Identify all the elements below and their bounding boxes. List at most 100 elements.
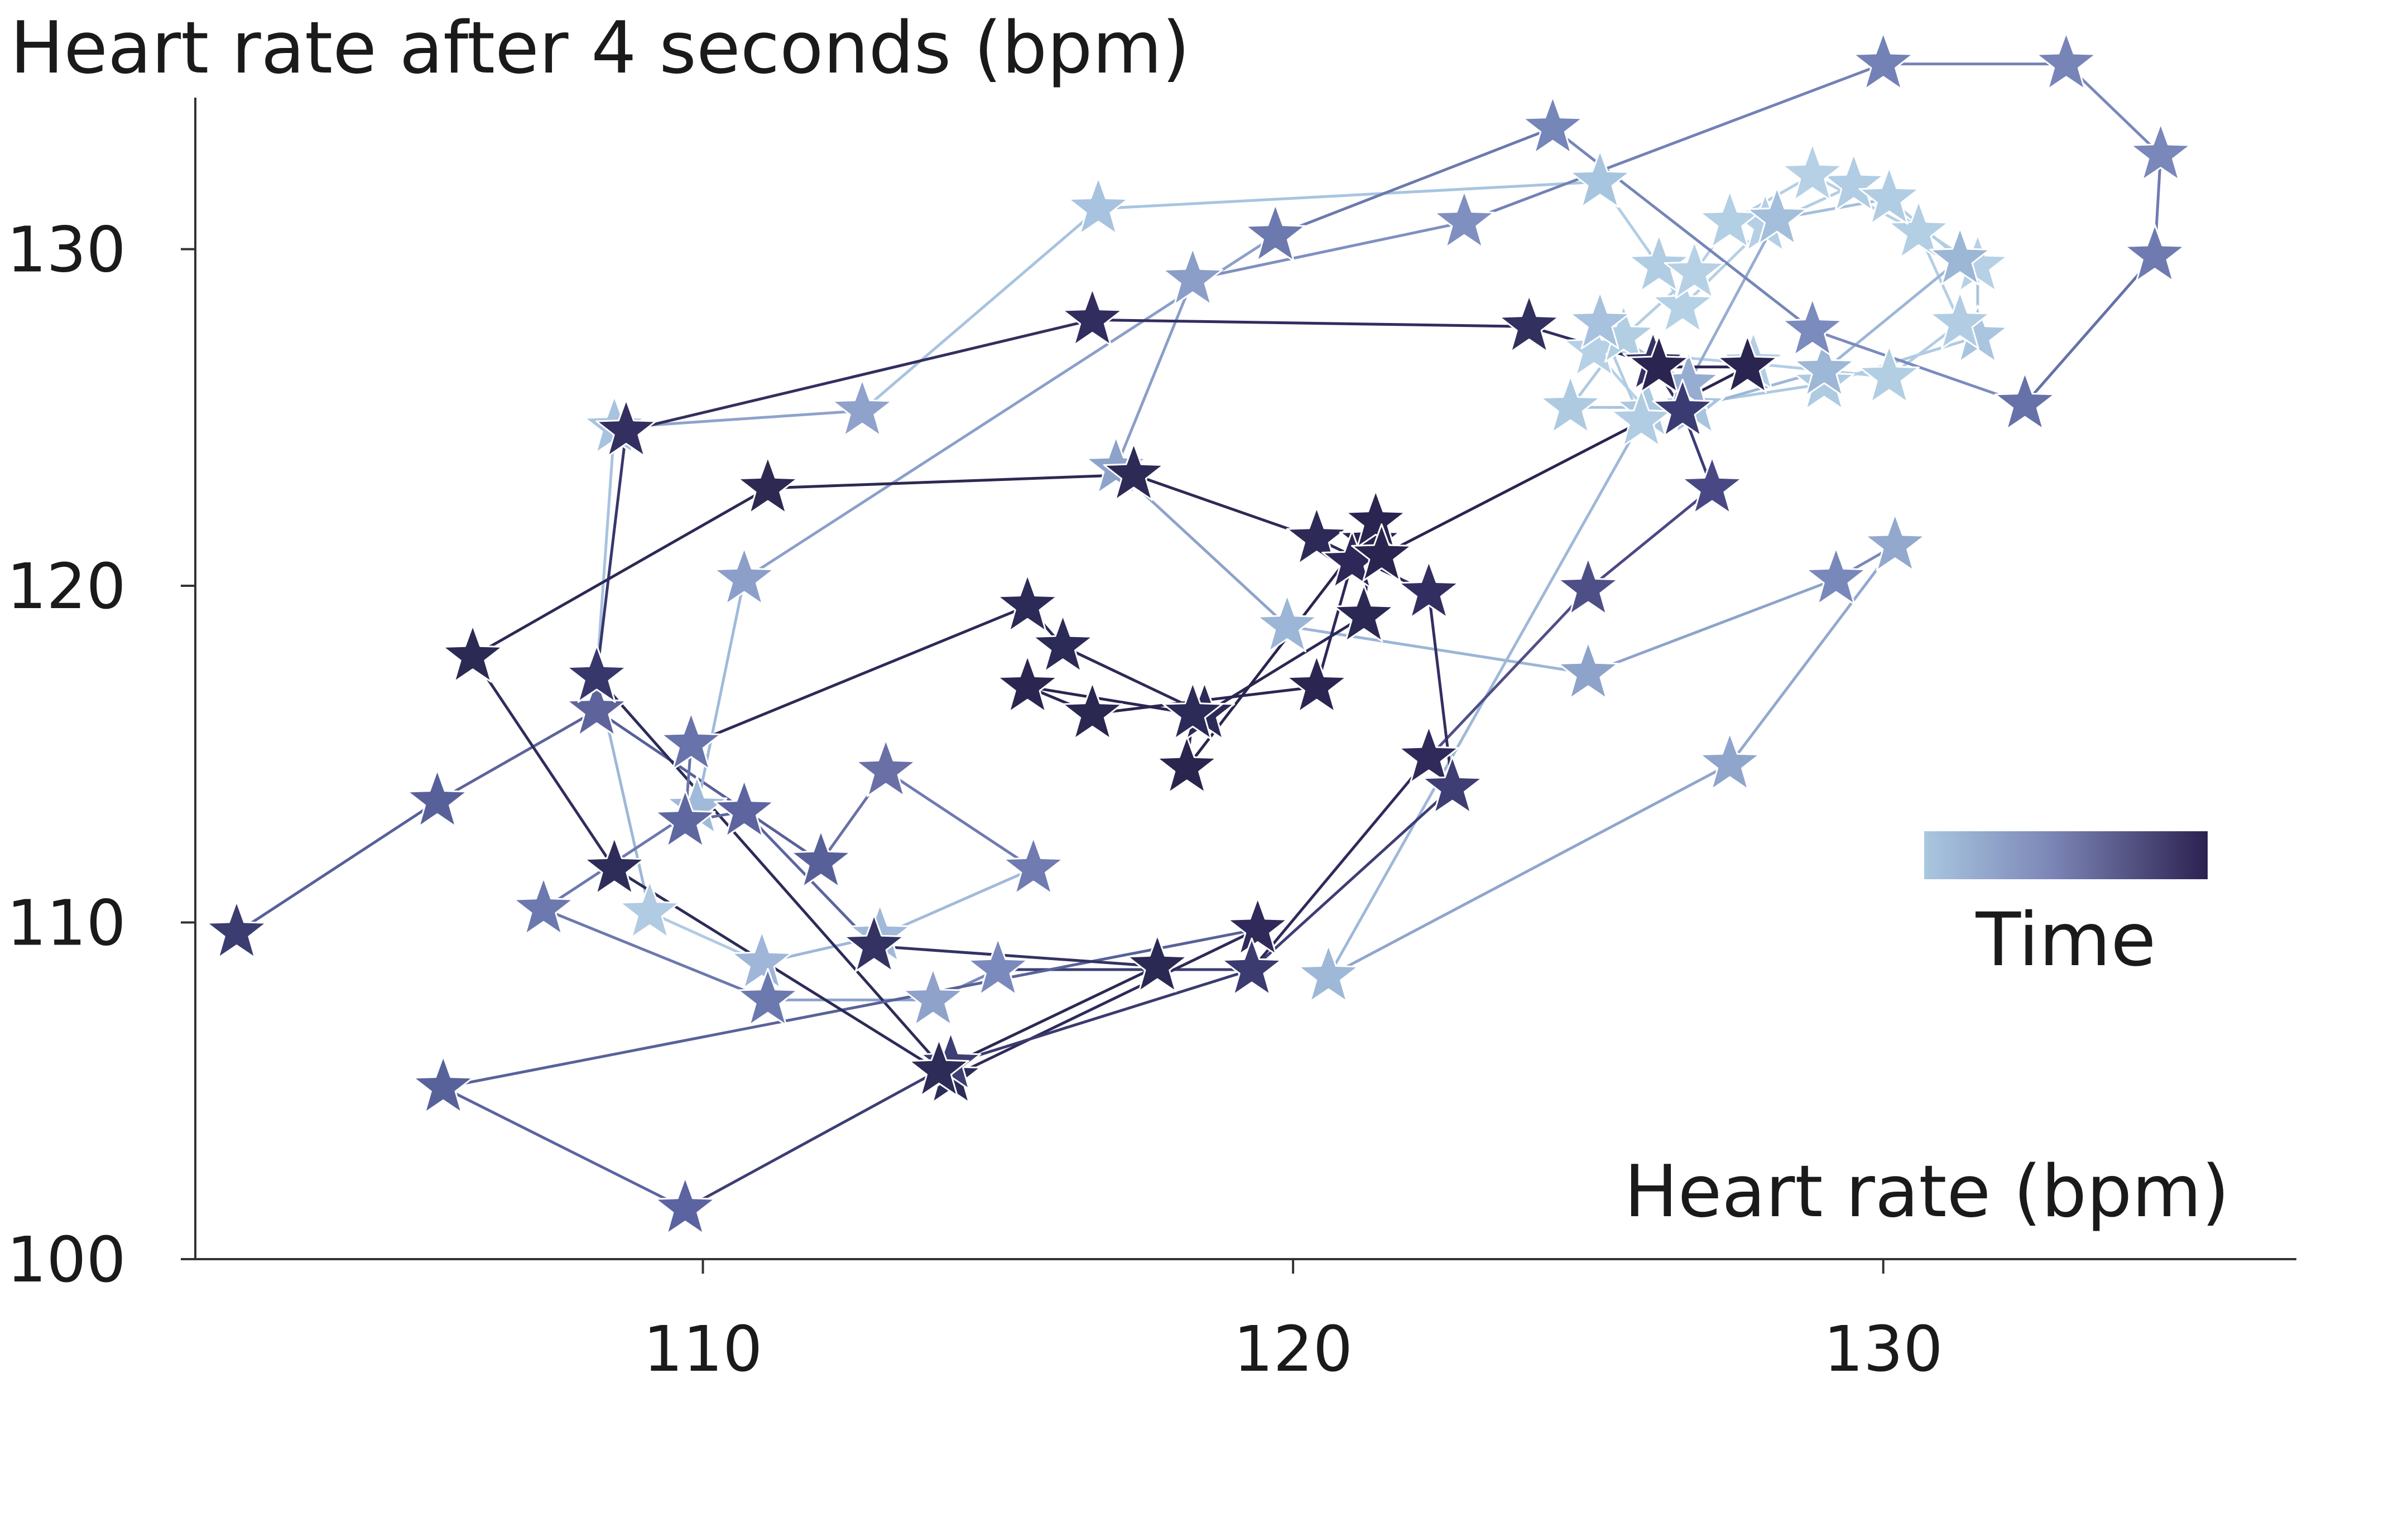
x-axis-label: Heart rate (bpm) <box>1624 1150 2229 1233</box>
data-point-star <box>1522 95 1584 155</box>
data-point-star <box>566 644 627 703</box>
y-tick-label: 100 <box>7 1224 126 1297</box>
legend-colorbar <box>1924 831 2208 879</box>
data-point-star <box>1628 234 1690 292</box>
trajectory-segment <box>695 579 746 808</box>
data-point-star <box>1286 654 1348 713</box>
data-point-star <box>1858 166 1920 225</box>
data-point-star <box>1888 200 1949 259</box>
data-point-star <box>1717 335 1779 393</box>
trajectory-segment <box>1133 473 1318 540</box>
data-point-star <box>1569 150 1631 208</box>
trajectory-segment <box>690 604 1028 745</box>
data-point-star <box>1333 584 1395 643</box>
data-point-star <box>737 967 799 1027</box>
data-point-star <box>737 456 799 514</box>
trajectory-segment <box>885 769 1035 870</box>
chart-title: Heart rate after 4 seconds (bpm) <box>10 7 1190 90</box>
trajectory-segment <box>595 676 952 1078</box>
data-point-star <box>843 914 905 972</box>
trajectory-segment <box>1315 562 1354 687</box>
data-point-star <box>1398 725 1460 784</box>
trajectory-segment <box>879 867 1034 937</box>
y-tick-label: 110 <box>7 888 126 960</box>
trajectory-segment <box>1114 278 1194 469</box>
data-point-star <box>1127 934 1188 992</box>
data-point-star <box>1227 897 1289 956</box>
data-point-star <box>1068 176 1129 235</box>
data-point-star <box>1611 388 1672 447</box>
data-point-star <box>1244 203 1306 262</box>
data-points <box>206 32 2191 1235</box>
trajectory-segment <box>767 473 1134 490</box>
data-point-star <box>2035 32 2097 90</box>
data-point-star <box>660 712 722 770</box>
data-point-star <box>1286 507 1348 565</box>
trajectory-segment <box>1328 763 1731 978</box>
trajectory-segment <box>595 427 616 677</box>
data-point-star <box>595 398 657 457</box>
data-point-star <box>1746 186 1808 245</box>
data-point-star <box>1628 335 1690 393</box>
data-point-star <box>513 876 574 936</box>
data-point-star <box>731 931 792 989</box>
data-point-star <box>1569 291 1631 350</box>
data-point-star <box>1782 297 1843 356</box>
data-point-star <box>713 779 775 838</box>
data-point-star <box>713 547 775 605</box>
trajectory-segment <box>472 486 769 658</box>
data-point-star <box>1823 153 1885 211</box>
data-point-star <box>1162 681 1224 740</box>
legend: Time <box>1924 831 2208 983</box>
data-point-star <box>1103 442 1165 501</box>
data-point-star <box>1003 836 1064 895</box>
trajectory-segment <box>1428 588 1589 759</box>
trajectory-segment <box>1027 685 1193 715</box>
data-point-star <box>855 739 917 797</box>
data-point-star <box>206 900 267 959</box>
y-tick-label: 130 <box>7 214 126 287</box>
trajectory-segment <box>1098 180 1600 210</box>
trajectory-segment <box>543 908 768 1001</box>
data-point-star <box>619 880 681 939</box>
trajectory-segment <box>436 709 598 803</box>
trajectory-segment <box>626 318 1093 432</box>
data-point-star <box>1221 937 1282 996</box>
data-point-star <box>2130 123 2191 181</box>
data-point-star <box>967 937 1029 996</box>
trajectory-lines <box>235 62 2162 1210</box>
data-point-star <box>1061 681 1123 740</box>
legend-label: Time <box>1975 897 2156 983</box>
data-point-star <box>1256 594 1318 653</box>
trajectory-segment <box>874 944 1158 968</box>
data-point-star <box>1929 291 1991 350</box>
data-point-star <box>584 836 645 895</box>
data-point-star <box>1805 547 1867 605</box>
trajectory-segment <box>1251 787 1454 971</box>
axis-ticks: 110 120 130 100 110 120 130 <box>7 214 1943 1386</box>
data-point-star <box>1558 641 1619 700</box>
data-point-star <box>566 678 627 737</box>
data-point-star <box>831 378 893 437</box>
data-point-star <box>1162 247 1224 306</box>
data-point-star <box>902 967 964 1027</box>
trajectory-segment <box>1463 62 1884 224</box>
data-point-star <box>1681 456 1743 514</box>
trajectory-segment <box>1275 126 1554 237</box>
data-point-star <box>655 789 716 848</box>
x-tick-label: 110 <box>643 1313 763 1386</box>
trajectory-segment <box>684 1062 951 1210</box>
trajectory-segment <box>1092 318 1530 328</box>
data-point-star <box>412 1055 474 1114</box>
trajectory-segment <box>443 928 1258 1089</box>
data-point-star <box>790 830 852 888</box>
data-point-star <box>1858 345 1920 403</box>
trajectory-segment <box>1287 624 1589 675</box>
trajectory-segment <box>1728 544 1896 765</box>
data-point-star <box>2124 224 2185 282</box>
data-point-star <box>1929 227 1991 286</box>
trajectory-segment <box>595 709 822 863</box>
trajectory-segment <box>471 656 616 870</box>
data-point-star <box>908 1038 970 1097</box>
